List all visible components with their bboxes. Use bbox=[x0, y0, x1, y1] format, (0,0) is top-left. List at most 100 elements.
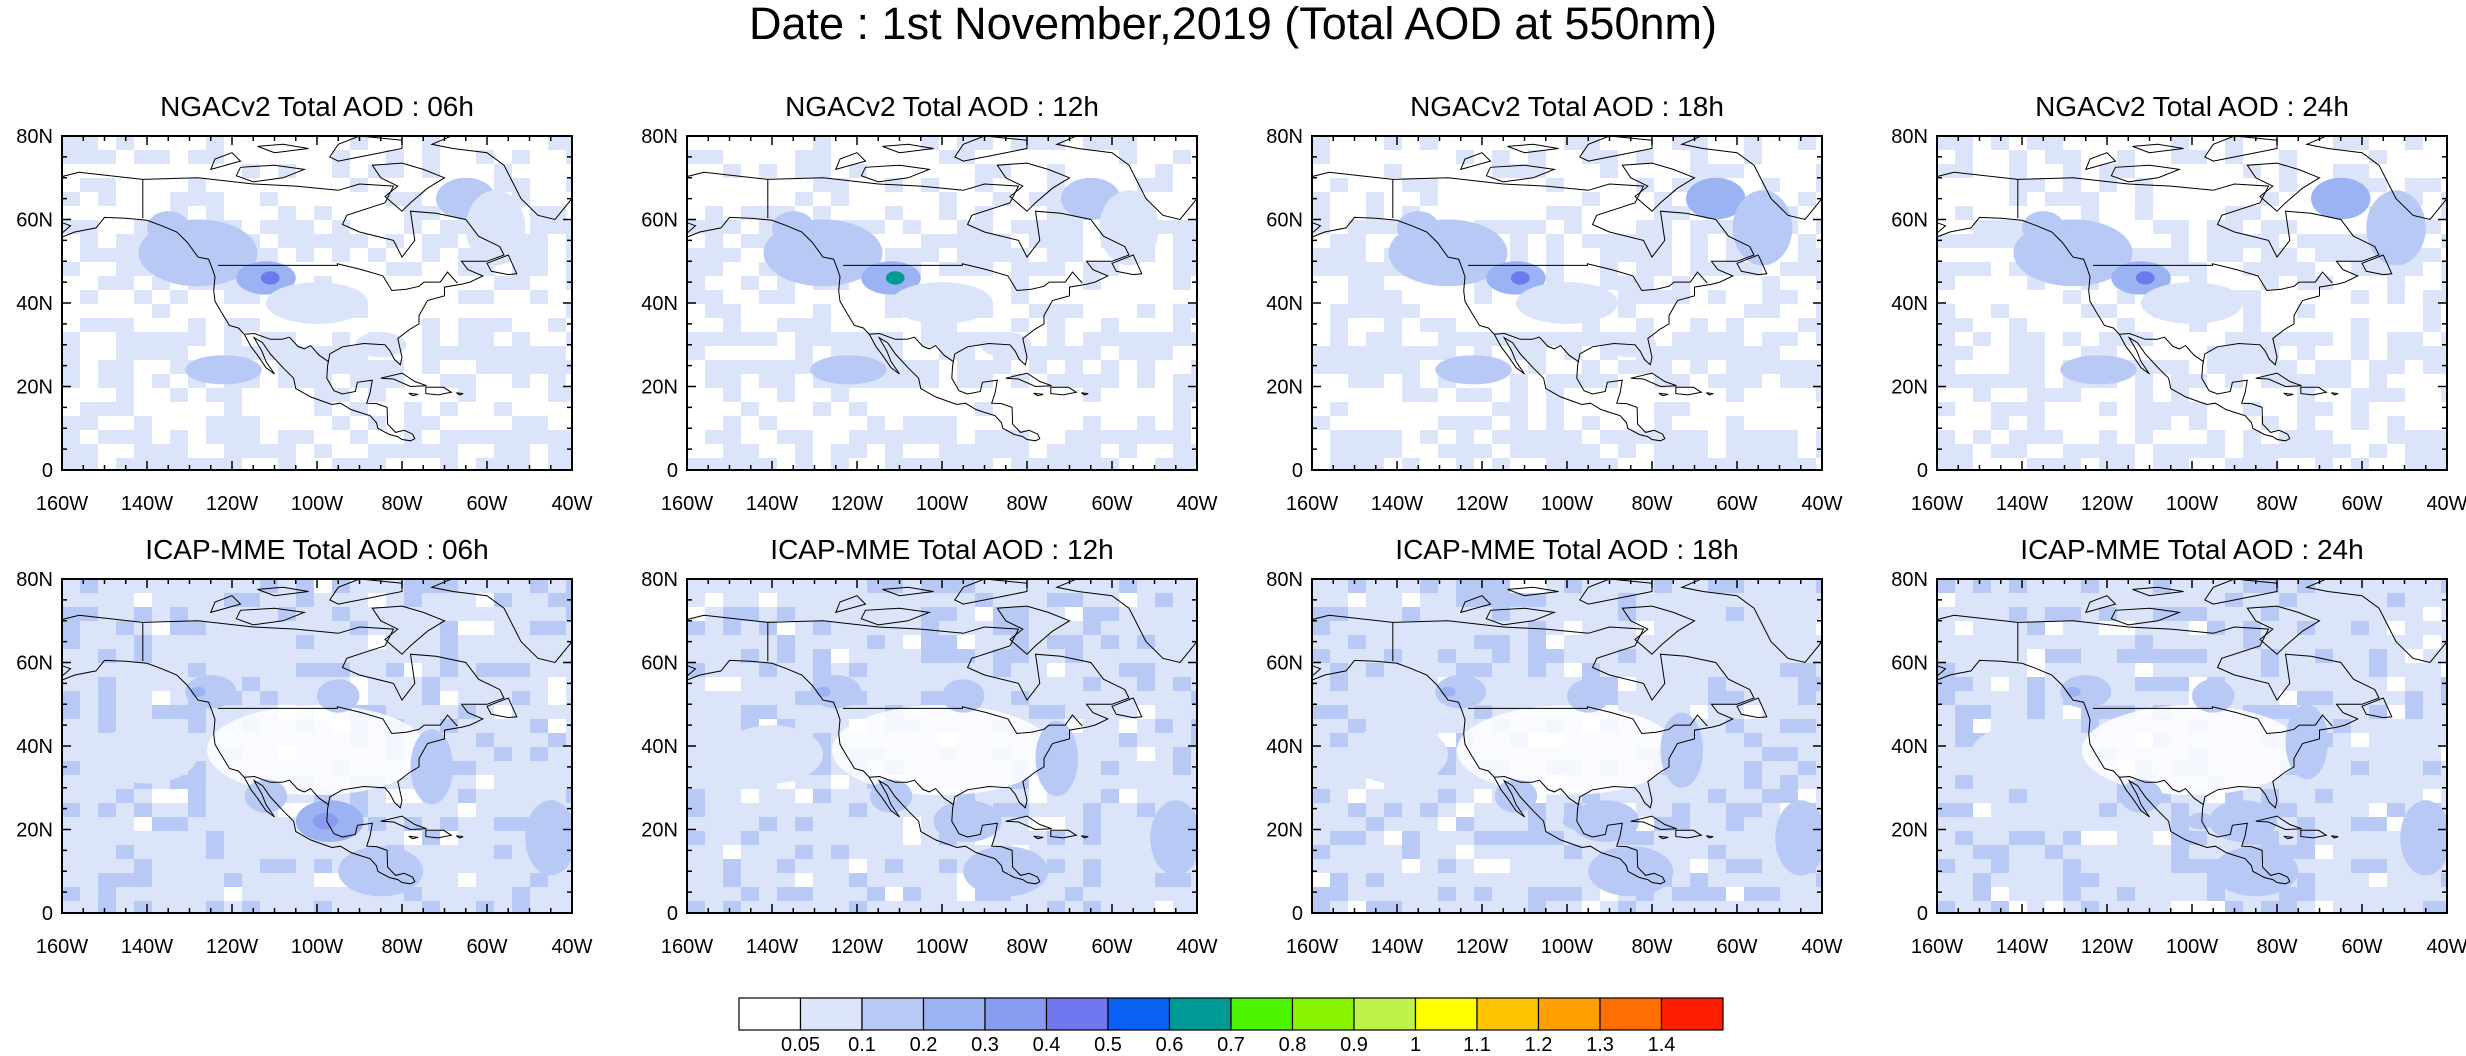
colorbar-swatch bbox=[1107, 997, 1171, 1031]
lon-tick-label: 120W bbox=[2081, 493, 2133, 515]
axis-ticks bbox=[61, 135, 573, 471]
coastline-layer bbox=[62, 136, 572, 442]
lon-tick-label: 140W bbox=[1996, 493, 2048, 515]
lat-tick-label: 40N bbox=[1266, 736, 1303, 758]
lat-tick-label: 80N bbox=[1266, 126, 1303, 148]
colorbar-label: 0.5 bbox=[1094, 1034, 1122, 1053]
lon-tick-label: 160W bbox=[1286, 493, 1338, 515]
aod-field bbox=[1312, 136, 1822, 470]
lon-tick-label: 100W bbox=[1541, 936, 1593, 958]
lat-tick-label: 80N bbox=[16, 569, 53, 591]
panel-title: ICAP-MME Total AOD : 18h bbox=[1395, 534, 1739, 565]
lat-tick-label: 0 bbox=[1292, 903, 1303, 925]
lon-tick-label: 40W bbox=[2426, 936, 2466, 958]
colorbar-swatch bbox=[738, 997, 802, 1031]
lon-tick-label: 140W bbox=[1996, 936, 2048, 958]
lon-tick-label: 120W bbox=[1456, 936, 1508, 958]
lat-tick-label: 20N bbox=[1891, 377, 1928, 399]
lat-tick-label: 40N bbox=[1266, 293, 1303, 315]
colorbar-swatch bbox=[1660, 997, 1724, 1031]
lon-tick-label: 80W bbox=[1631, 936, 1672, 958]
panel-title: ICAP-MME Total AOD : 06h bbox=[145, 534, 489, 565]
colorbar-swatch bbox=[1291, 997, 1355, 1031]
lon-tick-label: 120W bbox=[206, 936, 258, 958]
map-panel: ICAP-MME Total AOD : 12h 80N 60N 40N 20N 0 160… bbox=[627, 532, 1217, 958]
coastline-layer bbox=[1937, 136, 2447, 442]
lon-tick-label: 40W bbox=[1176, 493, 1217, 515]
map-panel: ICAP-MME Total AOD : 06h 80N 60N 40N 20N 0 160… bbox=[2, 532, 592, 958]
lon-tick-label: 40W bbox=[2426, 493, 2466, 515]
lat-tick-label: 20N bbox=[1891, 820, 1928, 842]
lon-tick-label: 140W bbox=[1371, 493, 1423, 515]
colorbar-swatch bbox=[984, 997, 1048, 1031]
colorbar-label: 0.8 bbox=[1279, 1034, 1307, 1053]
axis-ticks bbox=[686, 578, 1198, 914]
lat-tick-label: 0 bbox=[667, 903, 678, 925]
lat-tick-label: 40N bbox=[16, 736, 53, 758]
lat-tick-label: 80N bbox=[16, 126, 53, 148]
panel-title: NGACv2 Total AOD : 06h bbox=[160, 91, 474, 122]
colorbar-label: 0.3 bbox=[971, 1034, 999, 1053]
map-panel: NGACv2 Total AOD : 12h 80N 60N 40N 20N 0 160W 1… bbox=[627, 89, 1217, 515]
lon-tick-label: 60W bbox=[1716, 936, 1757, 958]
map-plot: 80N 60N 40N 20N 0 160W 140W 120W 100W 80W 60W 40W bbox=[1266, 126, 1842, 515]
lon-tick-label: 80W bbox=[1006, 493, 1047, 515]
lon-tick-label: 100W bbox=[1541, 493, 1593, 515]
lon-tick-label: 140W bbox=[121, 493, 173, 515]
colorbar-label: 0.7 bbox=[1217, 1034, 1245, 1053]
lon-tick-label: 60W bbox=[2341, 936, 2382, 958]
lat-tick-label: 0 bbox=[1292, 460, 1303, 482]
colorbar-swatch bbox=[1599, 997, 1663, 1031]
lat-tick-label: 60N bbox=[1266, 210, 1303, 232]
lon-tick-label: 60W bbox=[1716, 493, 1757, 515]
colorbar-label: 0.1 bbox=[848, 1034, 876, 1053]
colorbar-label: 1.4 bbox=[1648, 1034, 1676, 1053]
map-panel: ICAP-MME Total AOD : 24h 80N 60N 40N 20N 0 160… bbox=[1877, 532, 2466, 958]
colorbar-swatch bbox=[1476, 997, 1540, 1031]
colorbar-label: 1.2 bbox=[1525, 1034, 1553, 1053]
colorbar-swatch bbox=[861, 997, 925, 1031]
colorbar-label: 0.2 bbox=[910, 1034, 938, 1053]
lon-tick-label: 40W bbox=[1176, 936, 1217, 958]
lat-tick-label: 40N bbox=[1891, 736, 1928, 758]
lat-tick-label: 40N bbox=[1891, 293, 1928, 315]
lat-tick-label: 60N bbox=[16, 653, 53, 675]
aod-field bbox=[62, 136, 572, 470]
lon-tick-label: 140W bbox=[746, 493, 798, 515]
lat-tick-label: 60N bbox=[1891, 653, 1928, 675]
map-panel: NGACv2 Total AOD : 24h 80N 60N 40N 20N 0 160W 1… bbox=[1877, 89, 2466, 515]
map-plot: 80N 60N 40N 20N 0 160W 140W 120W 100W 80W 60W 40W bbox=[1266, 569, 1842, 958]
lat-tick-label: 20N bbox=[1266, 377, 1303, 399]
axis-ticks bbox=[1936, 578, 2448, 914]
lat-tick-label: 60N bbox=[1891, 210, 1928, 232]
lat-tick-label: 20N bbox=[641, 820, 678, 842]
map-plot: 80N 60N 40N 20N 0 160W 140W 120W 100W 80W 60W 40W bbox=[16, 569, 592, 958]
colorbar-label: 1 bbox=[1410, 1034, 1421, 1053]
lon-tick-label: 60W bbox=[1091, 493, 1132, 515]
lon-tick-label: 140W bbox=[1371, 936, 1423, 958]
lon-tick-label: 80W bbox=[1006, 936, 1047, 958]
lat-tick-label: 80N bbox=[1266, 569, 1303, 591]
lon-tick-label: 40W bbox=[551, 493, 592, 515]
lon-tick-label: 140W bbox=[746, 936, 798, 958]
lat-tick-label: 60N bbox=[1266, 653, 1303, 675]
axis-ticks bbox=[61, 578, 573, 914]
lon-tick-label: 80W bbox=[2256, 493, 2297, 515]
colorbar-swatch bbox=[1537, 997, 1601, 1031]
colorbar-swatch bbox=[1353, 997, 1417, 1031]
aod-colorbar: 0.05 0.1 0.2 0.3 0.4 0.5 0.6 0.7 0.8 0.9 1 1.1 1.2 1.… bbox=[738, 997, 1724, 1053]
lon-tick-label: 80W bbox=[2256, 936, 2297, 958]
colorbar-swatch bbox=[1230, 997, 1294, 1031]
lon-tick-label: 160W bbox=[661, 936, 713, 958]
aod-field bbox=[1937, 136, 2447, 470]
lat-tick-label: 80N bbox=[641, 126, 678, 148]
colorbar-label: 0.4 bbox=[1033, 1034, 1061, 1053]
colorbar-label: 0.9 bbox=[1340, 1034, 1368, 1053]
lat-tick-label: 40N bbox=[16, 293, 53, 315]
lat-tick-label: 80N bbox=[1891, 569, 1928, 591]
lon-tick-label: 120W bbox=[2081, 936, 2133, 958]
coastline-layer bbox=[1312, 136, 1822, 442]
map-plot: 80N 60N 40N 20N 0 160W 140W 120W 100W 80W 60W 40W bbox=[16, 126, 592, 515]
lat-tick-label: 60N bbox=[641, 210, 678, 232]
aod-field bbox=[1312, 579, 1822, 913]
